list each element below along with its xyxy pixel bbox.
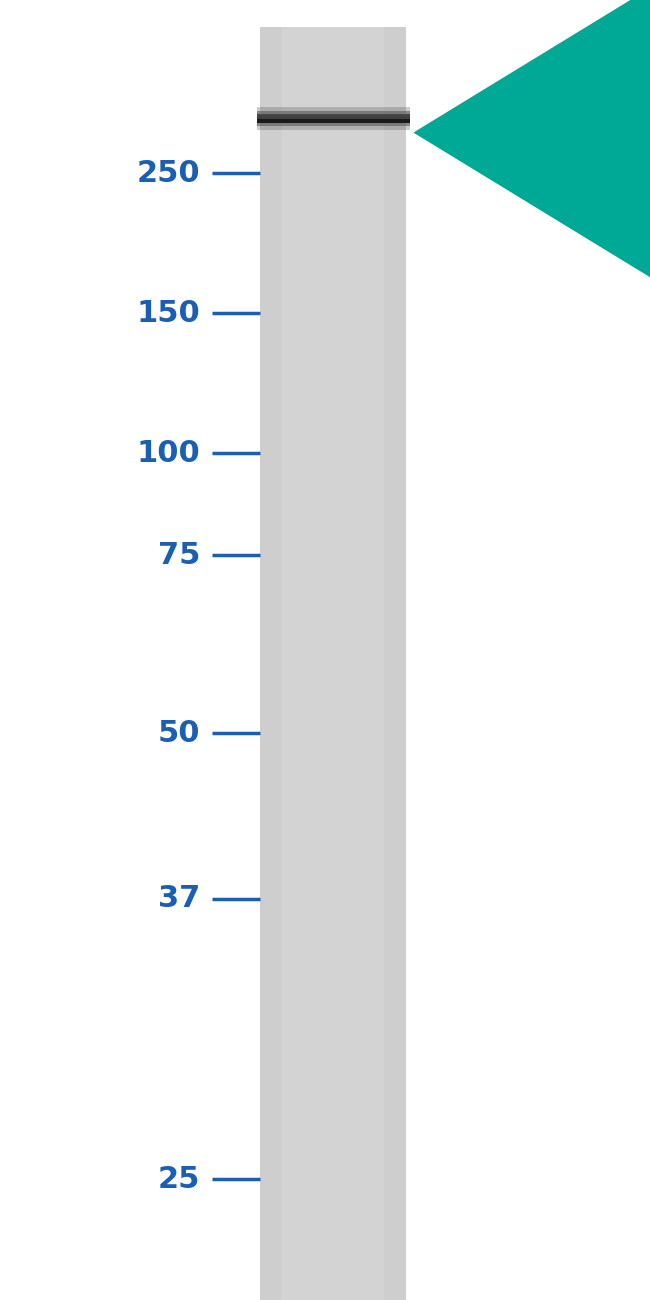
Bar <box>257 121 410 130</box>
Text: 250: 250 <box>136 159 200 187</box>
Text: 37: 37 <box>158 884 200 914</box>
Bar <box>257 111 410 120</box>
Text: 100: 100 <box>136 439 200 468</box>
Text: 50: 50 <box>158 719 200 748</box>
Bar <box>282 27 384 1300</box>
Text: 25: 25 <box>158 1165 200 1193</box>
Text: 75: 75 <box>158 541 200 569</box>
Bar <box>257 114 410 122</box>
Text: 150: 150 <box>136 299 200 328</box>
Bar <box>257 118 410 126</box>
Bar <box>260 27 406 1300</box>
Bar <box>257 108 410 116</box>
